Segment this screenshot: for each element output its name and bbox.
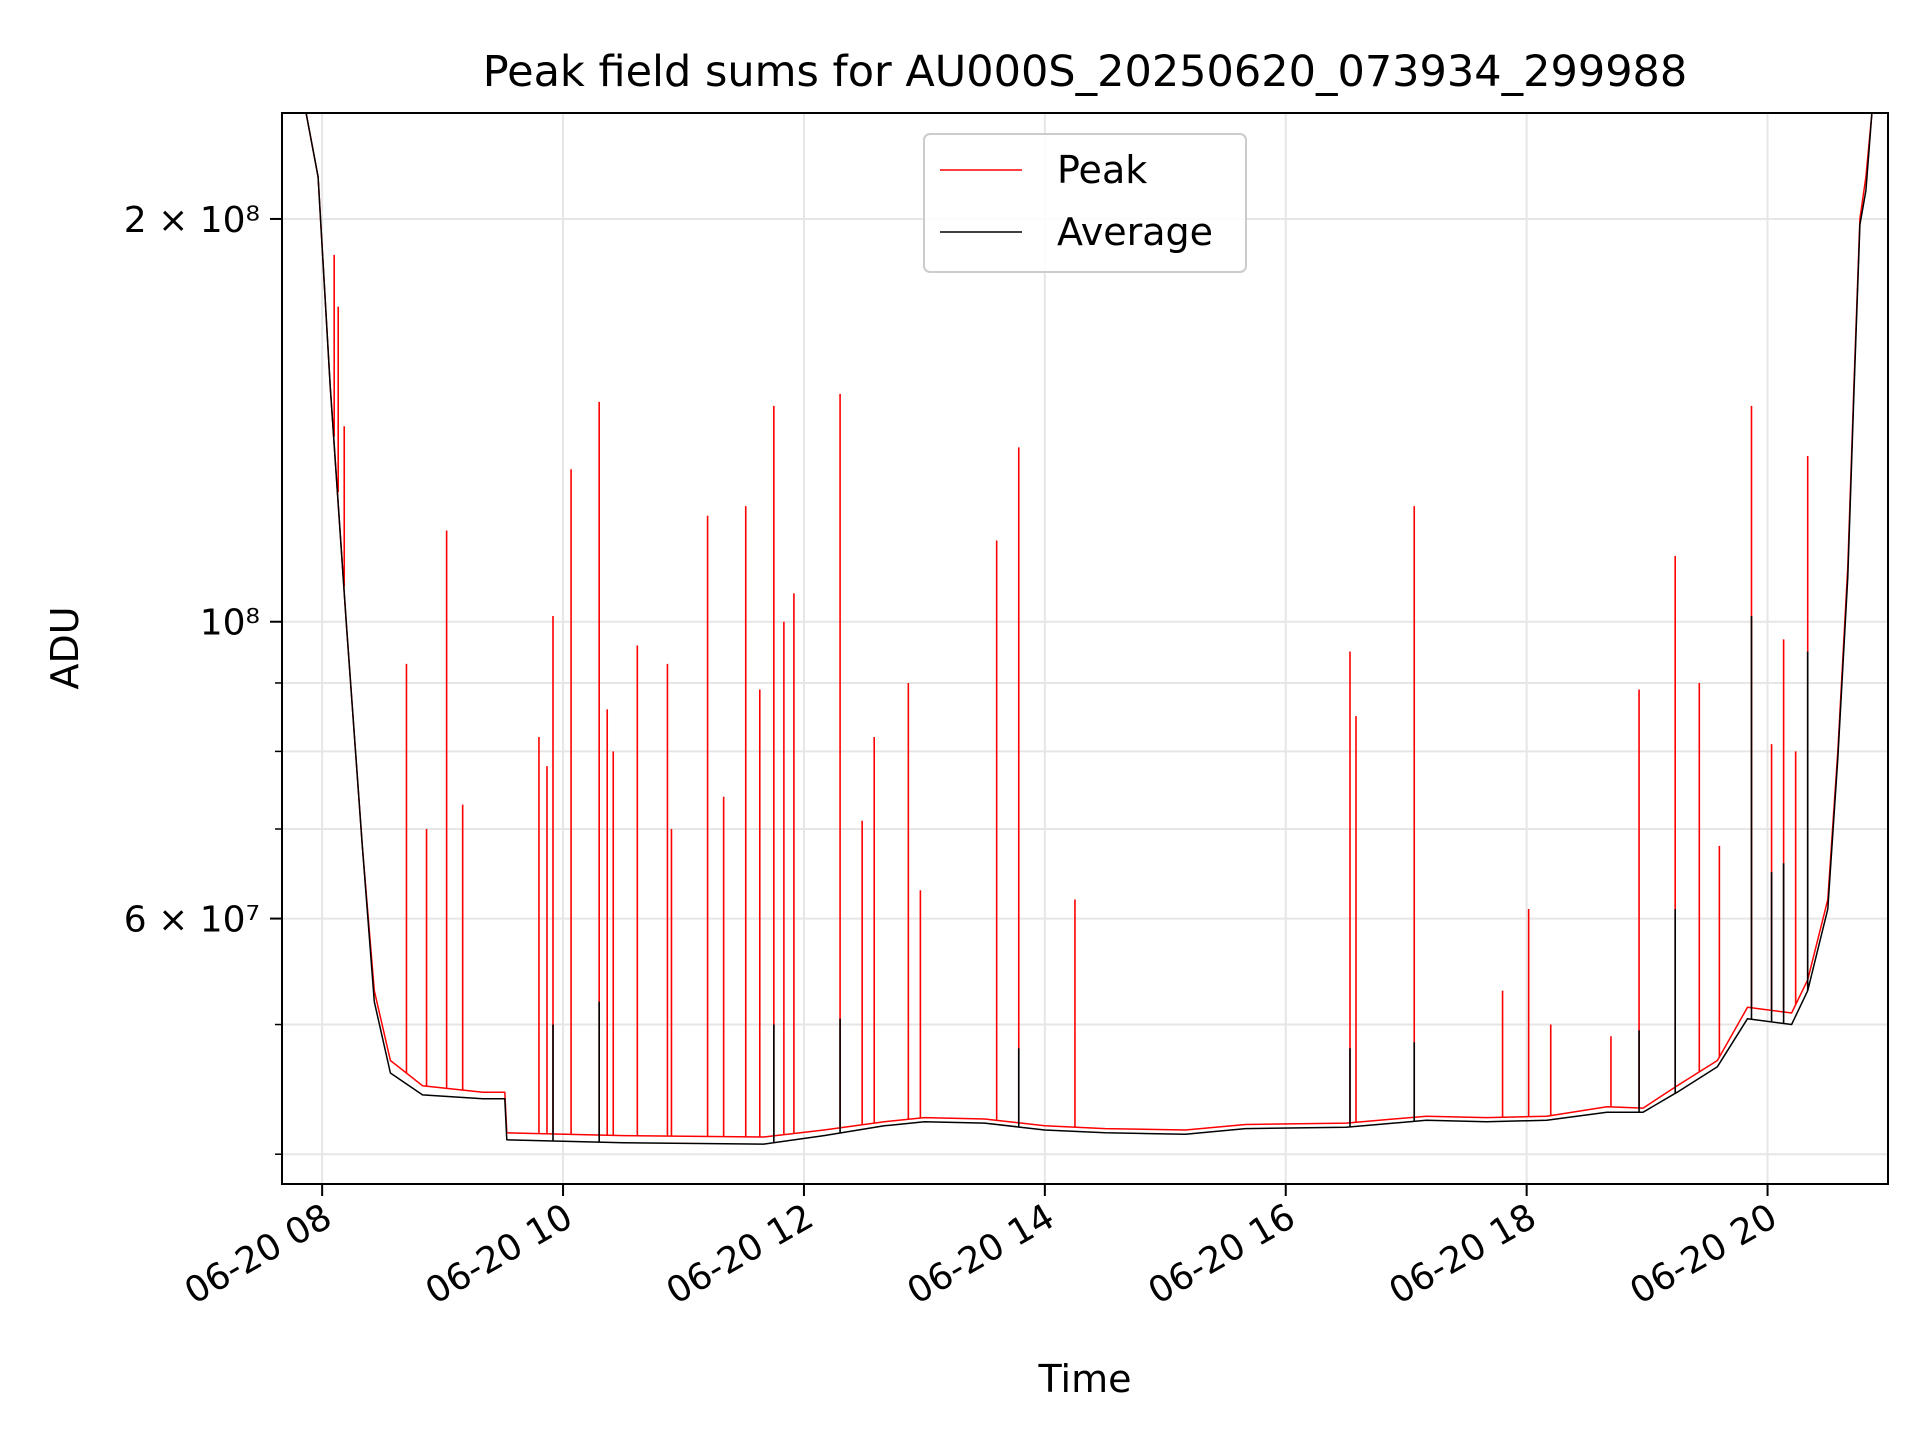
y-tick-label: 6 × 10⁷ [124, 900, 260, 941]
y-tick-label: 2 × 10⁸ [124, 200, 260, 241]
chart-title: Peak field sums for AU000S_20250620_0739… [483, 47, 1688, 97]
legend-label-peak: Peak [1057, 148, 1147, 192]
series-average-line [282, 113, 1888, 1145]
series-layer [282, 113, 1888, 1145]
legend-box [923, 133, 1247, 273]
grid [282, 113, 1888, 1184]
y-axis-label: ADU [43, 606, 87, 689]
y-axis: 6 × 10⁷ 10⁸ 2 × 10⁸ [124, 200, 282, 1155]
x-axis-label: Time [1038, 1357, 1132, 1401]
plot-frame [281, 112, 1889, 1185]
legend: Peak Average [923, 133, 1247, 273]
legend-label-average: Average [1057, 210, 1213, 254]
y-tick-label: 10⁸ [200, 603, 260, 644]
